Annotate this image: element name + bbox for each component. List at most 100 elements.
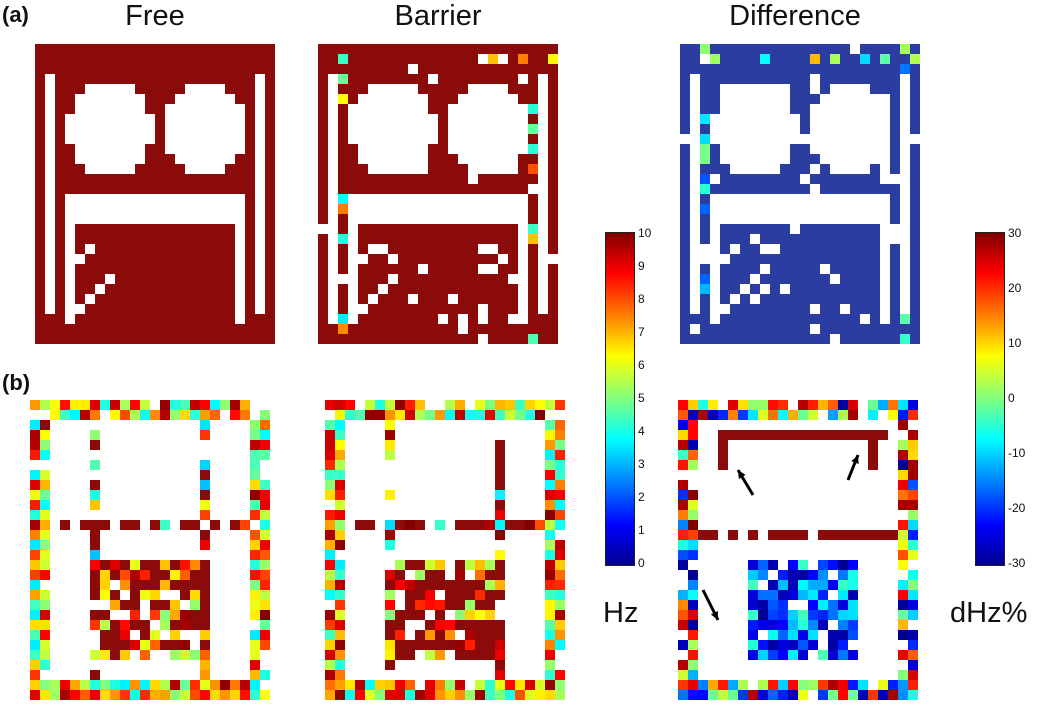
map-cell [810, 94, 820, 104]
map-cell [748, 560, 758, 570]
map-cell [385, 490, 395, 500]
map-cell [170, 600, 180, 610]
map-cell [448, 234, 458, 244]
map-cell [120, 410, 130, 420]
map-cell [720, 54, 730, 64]
map-cell [798, 430, 808, 440]
map-cell [850, 284, 860, 294]
map-cell [75, 44, 85, 54]
map-cell [135, 224, 145, 234]
map-cell [548, 44, 558, 54]
map-cell [375, 690, 385, 700]
map-cell [155, 54, 165, 64]
map-cell [155, 264, 165, 274]
map-cell [508, 244, 518, 254]
map-cell [760, 274, 770, 284]
map-cell [140, 590, 150, 600]
map-cell [898, 540, 908, 550]
map-cell [475, 630, 485, 640]
map-cell [160, 680, 170, 690]
map-cell [478, 274, 488, 284]
map-cell [165, 284, 175, 294]
map-cell [495, 570, 505, 580]
map-cell [678, 530, 688, 540]
map-cell [398, 234, 408, 244]
map-cell [145, 244, 155, 254]
map-b-difference-svg [678, 400, 918, 700]
map-cell [235, 184, 245, 194]
map-cell [95, 244, 105, 254]
map-cell [780, 314, 790, 324]
map-cell [860, 174, 870, 184]
map-cell [840, 174, 850, 184]
map-cell [878, 400, 888, 410]
map-cell [798, 610, 808, 620]
map-cell [800, 324, 810, 334]
map-cell [385, 530, 395, 540]
map-cell [518, 184, 528, 194]
map-cell [850, 314, 860, 324]
map-cell [200, 420, 210, 430]
map-cell [175, 184, 185, 194]
map-cell [680, 154, 690, 164]
map-cell [245, 244, 255, 254]
map-cell [30, 670, 40, 680]
map-cell [145, 164, 155, 174]
map-cell [438, 184, 448, 194]
map-cell [328, 334, 338, 344]
map-cell [335, 570, 345, 580]
map-cell [110, 590, 120, 600]
map-cell [485, 570, 495, 580]
map-cell [115, 284, 125, 294]
map-cell [388, 294, 398, 304]
map-cell [338, 304, 348, 314]
map-cell [758, 600, 768, 610]
map-cell [495, 650, 505, 660]
map-cell [428, 154, 438, 164]
map-cell [260, 590, 270, 600]
map-cell [458, 264, 468, 274]
map-cell [555, 400, 565, 410]
map-cell [358, 234, 368, 244]
map-cell [378, 174, 388, 184]
map-cell [35, 174, 45, 184]
map-cell [820, 334, 830, 344]
map-cell [35, 304, 45, 314]
map-cell [495, 620, 505, 630]
map-cell [190, 580, 200, 590]
map-cell [100, 680, 110, 690]
map-cell [155, 184, 165, 194]
map-cell [358, 74, 368, 84]
map-cell [800, 314, 810, 324]
map-cell [395, 560, 405, 570]
map-cell [488, 54, 498, 64]
map-cell [898, 520, 908, 530]
map-cell [405, 520, 415, 530]
map-cell [730, 274, 740, 284]
map-cell [90, 650, 100, 660]
map-cell [720, 174, 730, 184]
map-cell [688, 670, 698, 680]
map-cell [30, 570, 40, 580]
map-cell [840, 294, 850, 304]
map-cell [215, 254, 225, 264]
map-cell [265, 324, 275, 334]
map-cell [205, 74, 215, 84]
map-cell [880, 54, 890, 64]
map-cell [498, 64, 508, 74]
map-cell [55, 134, 65, 144]
map-cell [30, 630, 40, 640]
map-cell [468, 304, 478, 314]
map-cell [838, 570, 848, 580]
map-cell [690, 64, 700, 74]
map-cell [800, 234, 810, 244]
map-cell [145, 174, 155, 184]
map-cell [878, 690, 888, 700]
map-cell [455, 520, 465, 530]
map-cell [145, 334, 155, 344]
map-cell [170, 680, 180, 690]
map-cell [40, 540, 50, 550]
map-cell [85, 334, 95, 344]
map-cell [185, 64, 195, 74]
map-cell [880, 44, 890, 54]
